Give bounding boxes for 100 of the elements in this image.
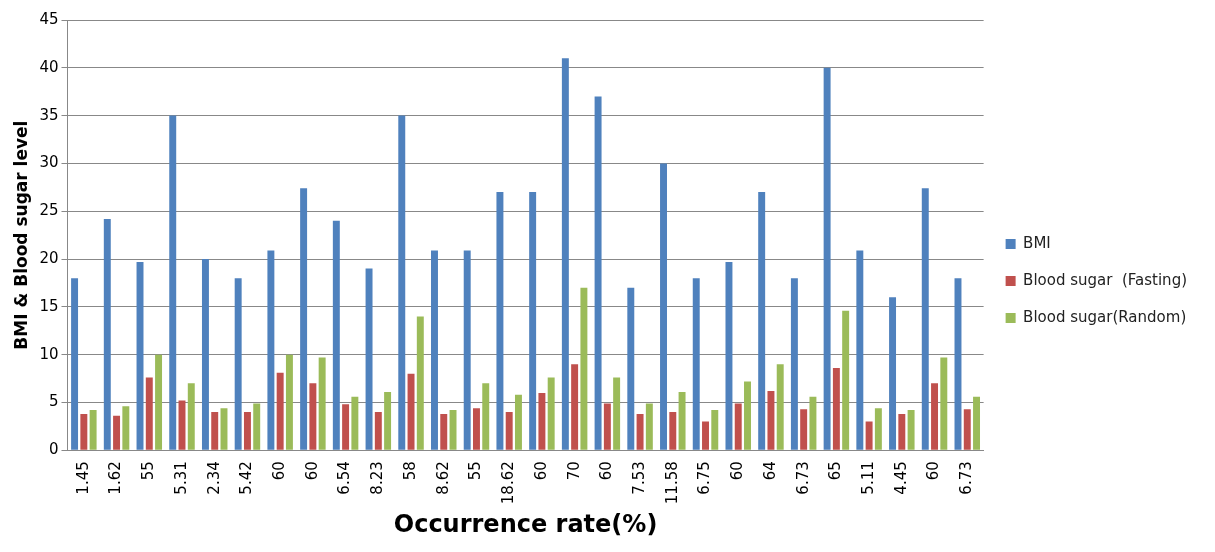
x-tick-label: 1.62: [106, 461, 125, 495]
x-tick-label: 65: [826, 461, 845, 481]
bar: [627, 287, 635, 450]
bar: [907, 410, 915, 450]
x-tick-label: 55: [466, 461, 485, 481]
bar: [342, 404, 350, 450]
bar: [963, 409, 971, 450]
x-tick-label: 60: [270, 461, 289, 481]
x-tick-label: 1.45: [73, 461, 92, 495]
bar: [145, 377, 153, 450]
bar: [267, 250, 275, 450]
bar: [155, 354, 163, 450]
bar: [496, 192, 504, 450]
x-tick-label: 60: [531, 461, 550, 481]
x-tick-label: 58: [400, 461, 419, 481]
bar: [571, 364, 579, 450]
bar: [514, 394, 522, 450]
bar: [636, 413, 644, 450]
bar: [449, 410, 457, 450]
bar: [365, 268, 373, 450]
x-tick-label: 60: [924, 461, 943, 481]
bar: [702, 421, 709, 450]
bar: [253, 403, 261, 450]
bar: [407, 373, 415, 450]
bar: [790, 278, 798, 450]
bar: [603, 403, 611, 450]
bar: [800, 409, 808, 450]
bar: [169, 115, 177, 450]
bar: [318, 357, 326, 450]
bar: [285, 354, 293, 450]
bar: [776, 364, 784, 450]
bar: [931, 383, 939, 450]
x-tick-label: 55: [139, 461, 158, 481]
bar: [921, 188, 929, 450]
bar: [744, 381, 751, 450]
y-tick-label: 15: [39, 296, 59, 315]
y-tick-label: 25: [39, 201, 59, 220]
bar: [103, 218, 111, 450]
bar: [898, 413, 906, 450]
x-tick-label: 7.53: [629, 461, 648, 495]
y-tick-label: 10: [39, 344, 59, 363]
bar: [505, 412, 513, 450]
bar: [384, 391, 392, 450]
x-tick-label: 8.62: [433, 461, 452, 495]
bar: [973, 396, 981, 450]
x-tick-label: 64: [760, 461, 779, 481]
bar: [669, 412, 677, 450]
x-tick-label: 60: [597, 461, 616, 481]
bar: [431, 250, 438, 450]
x-tick-label: 60: [302, 461, 321, 481]
x-tick-label: 8.23: [368, 461, 387, 495]
bar: [529, 192, 537, 450]
bar: [594, 96, 602, 450]
bar: [440, 413, 448, 450]
y-tick-label: 20: [39, 248, 59, 267]
bar: [678, 391, 686, 450]
bar: [113, 415, 121, 450]
y-tick-label: 30: [39, 153, 59, 172]
bar: [71, 278, 79, 450]
x-tick-label: 70: [564, 461, 583, 481]
x-tick-label: 5.42: [237, 461, 256, 495]
x-tick-label: 6.75: [695, 461, 714, 495]
bar: [758, 192, 766, 450]
bar: [276, 372, 284, 450]
bar: [874, 408, 882, 450]
x-tick-label: 5.31: [171, 461, 190, 495]
bar: [416, 316, 424, 450]
bar: [211, 412, 219, 450]
bar: [725, 261, 733, 450]
bar: [561, 58, 569, 450]
x-tick-label: 6.73: [957, 461, 976, 495]
bar: [187, 383, 195, 450]
bar: [398, 115, 406, 450]
bar: [351, 396, 359, 450]
legend-label: BMI: [1023, 233, 1051, 252]
x-tick-label: 6.54: [335, 461, 354, 495]
bar: [692, 278, 700, 450]
bar: [547, 377, 555, 450]
bar: [613, 377, 621, 450]
bar: [660, 163, 667, 450]
bar: [473, 408, 480, 450]
bar: [89, 410, 97, 450]
x-tick-label: 6.73: [793, 461, 812, 495]
y-tick-label: 0: [48, 440, 59, 459]
bar: [809, 396, 817, 450]
bar: [580, 287, 588, 450]
bar: [940, 357, 948, 450]
x-tick-label: 5.11: [858, 461, 877, 495]
bar: [482, 383, 490, 450]
y-tick-label: 5: [48, 392, 59, 411]
bar: [734, 403, 742, 450]
bar: [309, 383, 317, 450]
bar: [122, 406, 130, 450]
bar: [865, 421, 873, 450]
y-tick-label: 35: [39, 105, 59, 124]
bar: [538, 392, 546, 450]
bar: [463, 250, 471, 450]
bar: [201, 259, 209, 450]
bar: [300, 188, 308, 450]
legend-label: Blood sugar (Fasting): [1023, 270, 1188, 289]
